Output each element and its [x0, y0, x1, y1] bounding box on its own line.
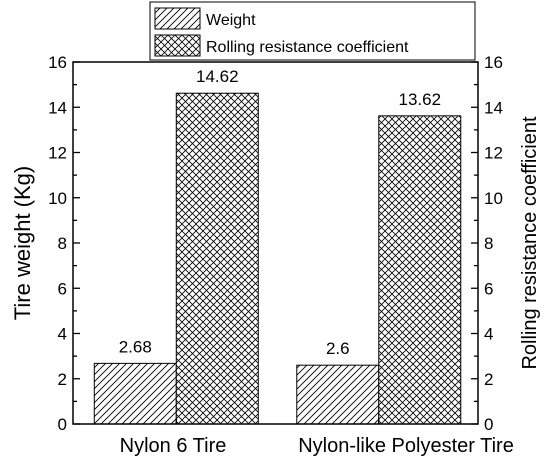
left-axis: 0 2 4 6 8 10 12 14 16 — [48, 53, 80, 434]
bar-rolling-resistance-coefficient-nylon-like-polyester-tire — [378, 115, 462, 425]
legend: Weight Rolling resistance coefficient — [149, 1, 476, 61]
left-tick-label: 8 — [58, 234, 67, 253]
data-labels-group: 2.68 14.62 2.6 13.62 — [119, 67, 441, 358]
right-tick-label: 12 — [484, 144, 503, 163]
left-tick-label: 14 — [48, 98, 67, 117]
left-tick-label: 10 — [48, 189, 67, 208]
right-axis: 0 2 4 6 8 10 12 14 16 — [471, 53, 503, 434]
right-tick-label: 2 — [484, 370, 493, 389]
legend-label-weight: Weight — [206, 12, 256, 29]
data-label-rolling-resistance-coefficient-nylon-6-tire: 14.62 — [196, 67, 239, 86]
legend-label-rolling-resistance: Rolling resistance coefficient — [206, 39, 409, 56]
right-tick-label: 14 — [484, 98, 503, 117]
bar-weight-nylon-6-tire — [93, 362, 177, 425]
left-tick-label: 16 — [48, 53, 67, 72]
data-label-rolling-resistance-coefficient-nylon-like-polyester-tire: 13.62 — [399, 90, 442, 109]
left-tick-label: 4 — [58, 325, 67, 344]
legend-frame — [149, 1, 476, 61]
right-tick-label: 16 — [484, 53, 503, 72]
legend-swatch-rolling-resistance — [154, 34, 201, 57]
y-axis-left-label: Tire weight (Kg) — [10, 166, 35, 320]
data-label-weight-nylon-like-polyester-tire: 2.6 — [326, 339, 350, 358]
left-tick-label: 12 — [48, 144, 67, 163]
legend-swatch-weight — [154, 7, 201, 30]
left-tick-label: 2 — [58, 370, 67, 389]
y-axis-right-label: Rolling resistance coefficient — [519, 116, 541, 370]
right-tick-label: 6 — [484, 279, 493, 298]
x-tick-label-nylon-6-tire: Nylon 6 Tire — [120, 435, 227, 457]
bars-group — [93, 92, 462, 425]
left-tick-label: 0 — [58, 415, 67, 434]
bar-weight-nylon-like-polyester-tire — [296, 364, 380, 425]
bar-rolling-resistance-coefficient-nylon-6-tire — [175, 92, 259, 425]
x-tick-label-nylon-like-polyester-tire: Nylon-like Polyester Tire — [298, 435, 514, 457]
data-label-weight-nylon-6-tire: 2.68 — [119, 337, 152, 356]
left-tick-label: 6 — [58, 279, 67, 298]
right-tick-label: 0 — [484, 415, 493, 434]
right-tick-label: 10 — [484, 189, 503, 208]
x-axis: Nylon 6 Tire Nylon-like Polyester Tire — [120, 418, 514, 457]
right-tick-label: 4 — [484, 325, 493, 344]
right-tick-label: 8 — [484, 234, 493, 253]
